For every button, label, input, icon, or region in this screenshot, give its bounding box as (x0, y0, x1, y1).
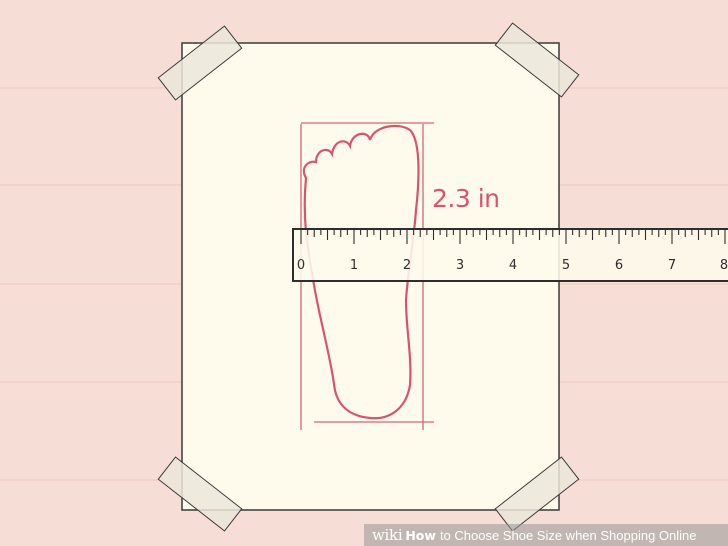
ruler-number: 2 (403, 258, 411, 273)
ruler-number: 0 (297, 258, 305, 273)
tape-bottom-right (494, 456, 580, 532)
ruler-ticks (300, 230, 726, 244)
ruler-number: 6 (615, 258, 623, 273)
watermark-title: to Choose Shoe Size when Shopping Online (439, 527, 697, 543)
tape-bottom-left (157, 456, 243, 532)
ruler-number: 1 (350, 258, 358, 273)
ruler-number: 5 (562, 258, 570, 273)
ruler-number: 3 (456, 258, 464, 273)
ruler-numbers: 0 1 2 3 4 5 6 7 8 (297, 258, 728, 273)
wikihow-watermark: wiki How to Choose Shoe Size when Shoppi… (364, 524, 728, 546)
ruler-number: 8 (720, 258, 728, 273)
ruler (292, 228, 728, 282)
ruler-number: 7 (668, 258, 676, 273)
tape-top-left (157, 25, 243, 101)
watermark-wiki: wiki (372, 526, 403, 544)
tape-top-right (494, 22, 580, 98)
ruler-number: 4 (509, 258, 517, 273)
measurement-label: 2.3 in (432, 184, 500, 213)
watermark-how: How (405, 527, 436, 543)
